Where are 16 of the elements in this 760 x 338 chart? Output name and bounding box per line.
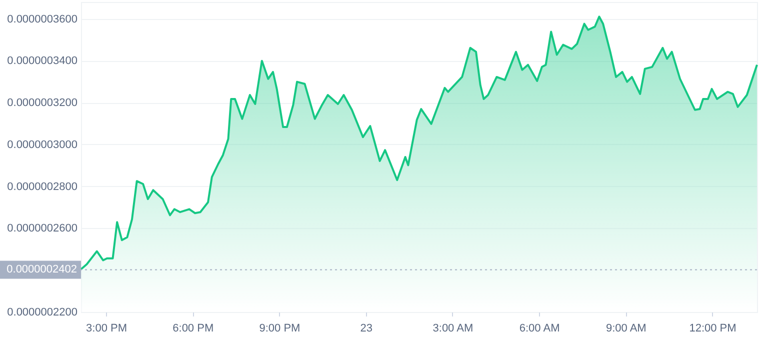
x-tick-label: 6:00 AM — [519, 322, 560, 334]
x-tick-label: 9:00 PM — [259, 322, 300, 334]
y-tick-label: 0.0000003600 — [7, 13, 78, 26]
y-tick-label: 0.0000002200 — [7, 306, 78, 318]
x-tick-label: 9:00 AM — [606, 322, 646, 334]
ref-line-label: 0.0000002402 — [6, 264, 77, 276]
x-tick-label: 3:00 PM — [86, 322, 128, 334]
x-tick-label: 3:00 AM — [432, 322, 474, 334]
y-tick-label: 0.0000002600 — [7, 222, 78, 235]
y-tick-label: 0.0000003000 — [7, 138, 78, 151]
y-tick-label: 0.0000002800 — [7, 180, 78, 193]
x-tick-label: 23 — [360, 322, 372, 334]
y-tick-label: 0.0000003400 — [7, 55, 78, 68]
x-tick-label: 6:00 PM — [172, 322, 214, 334]
x-tick-label: 12:00 PM — [689, 322, 736, 334]
y-tick-label: 0.0000003200 — [7, 97, 78, 110]
